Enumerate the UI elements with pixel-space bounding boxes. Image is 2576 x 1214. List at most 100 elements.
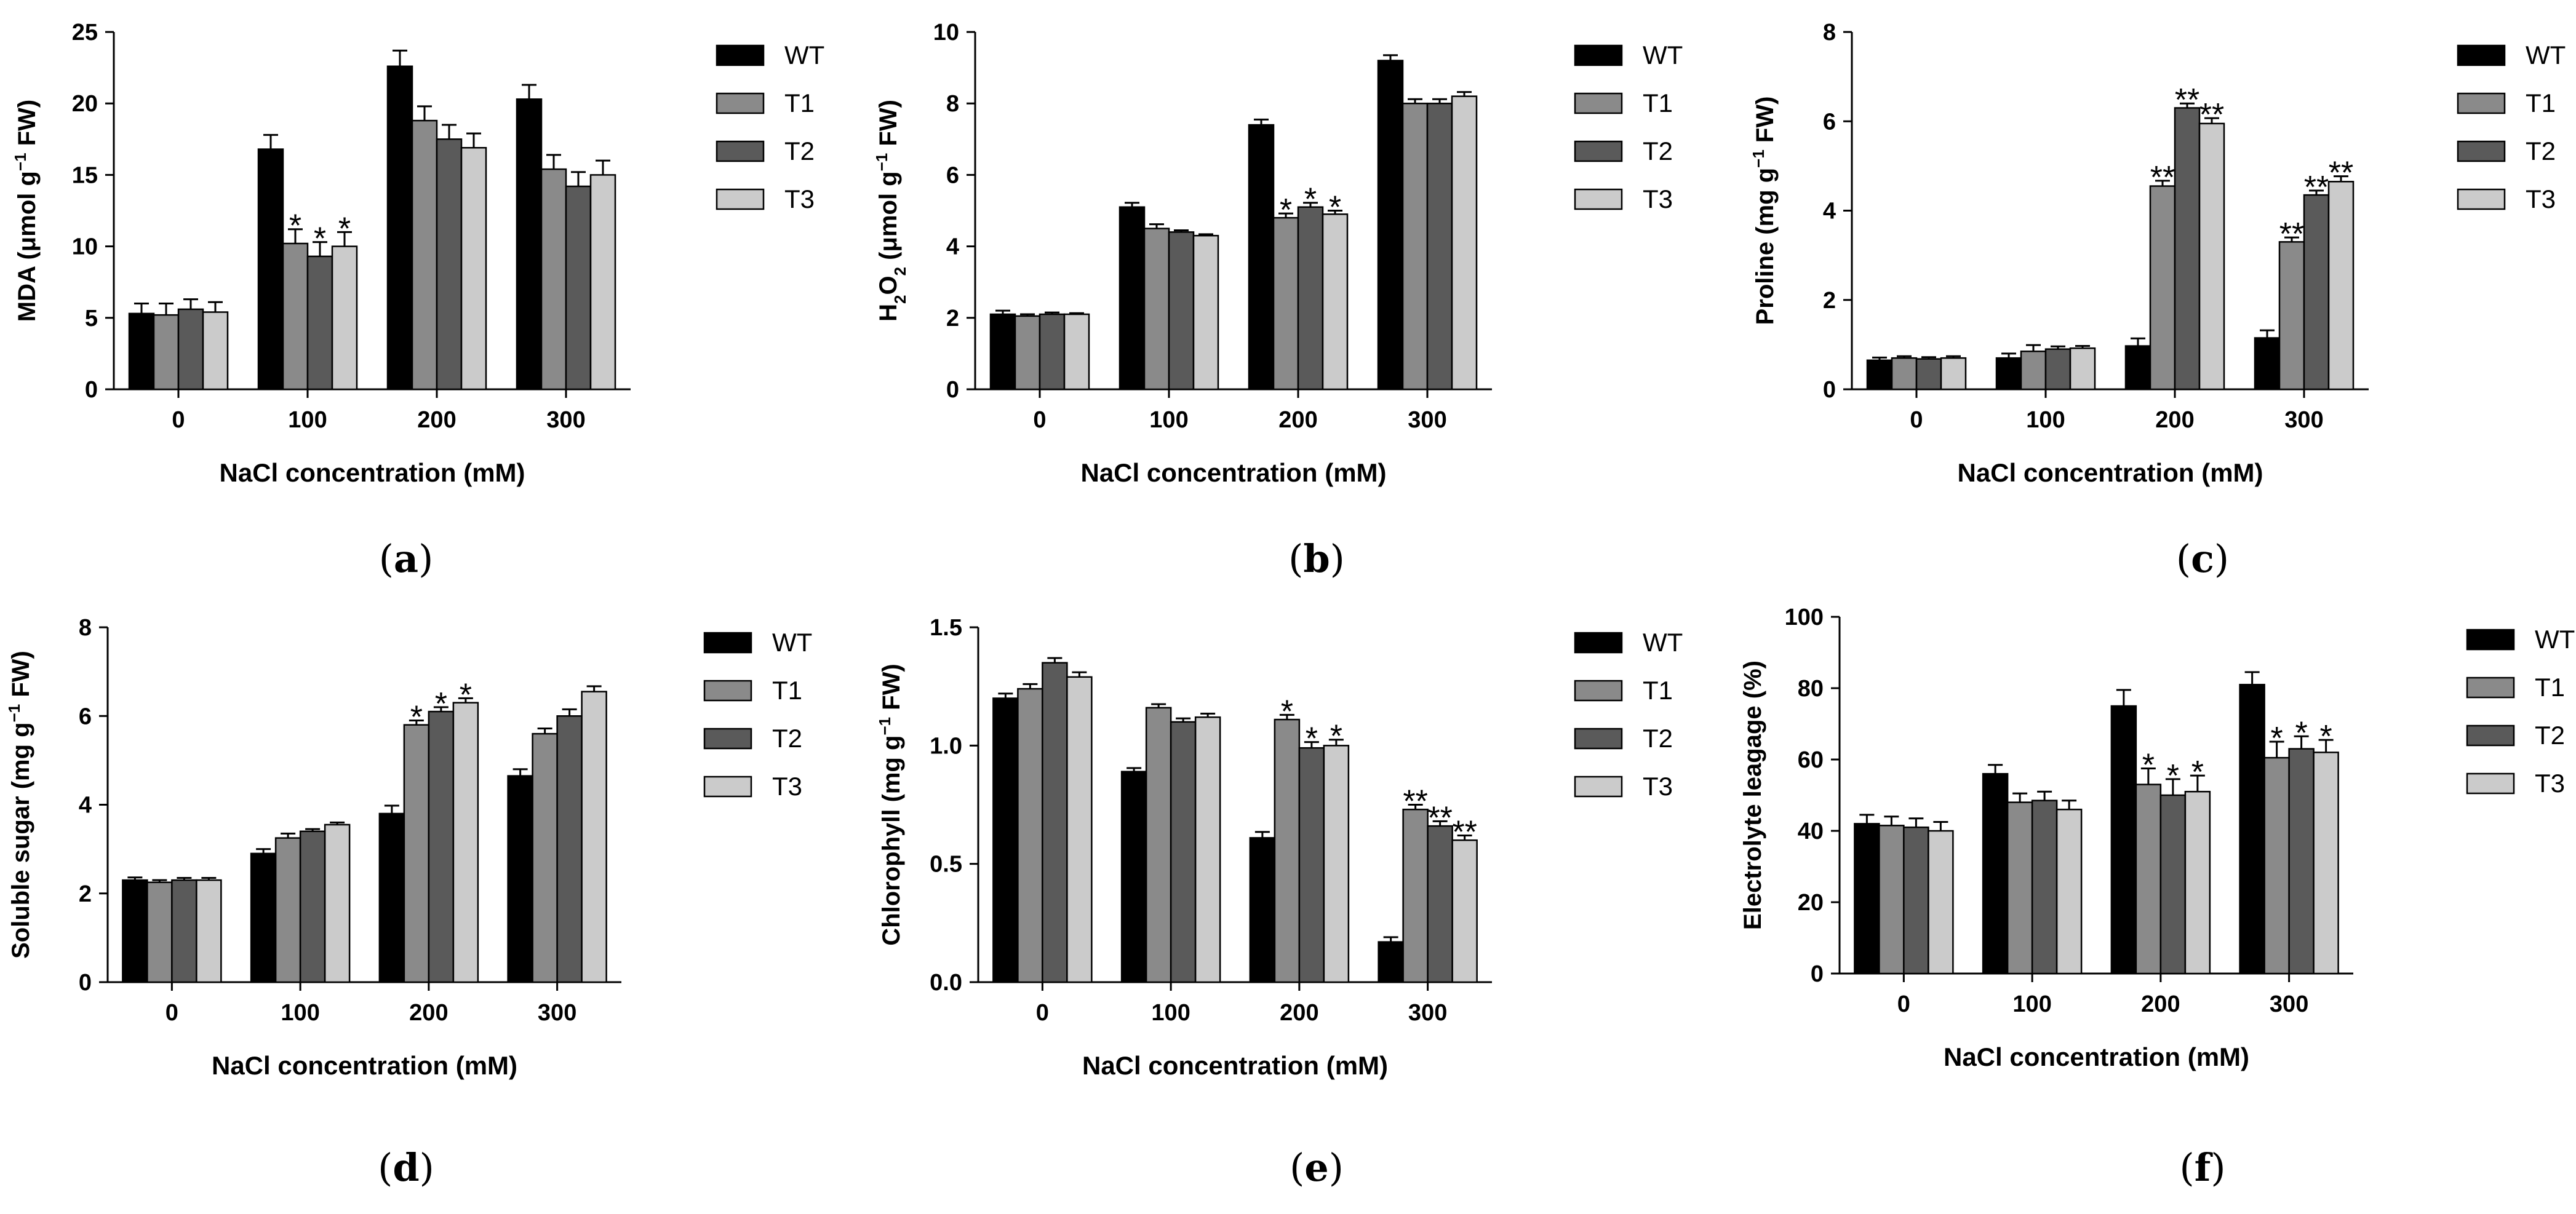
bar-wt-100	[250, 852, 277, 983]
bar-t1-0	[1017, 688, 1043, 983]
x-tick-label: 200	[417, 407, 456, 433]
legend-label: T2	[1643, 724, 1673, 753]
bar-t2-0	[1903, 826, 1929, 975]
bar-t2-200	[2174, 107, 2201, 391]
legend-swatch-t3	[1574, 776, 1623, 798]
legend-label: T2	[1643, 137, 1673, 165]
panel-label: (f)	[2179, 1145, 2225, 1190]
y-axis-title: H2O2 (μmol g−1 FW)	[872, 100, 909, 322]
bar-t1-300	[540, 168, 567, 391]
bar-wt-0	[1866, 359, 1893, 391]
legend-swatch-t3	[716, 188, 765, 210]
significance-star: *	[2271, 721, 2283, 756]
bar-t1-200	[2135, 784, 2162, 975]
y-tick-label: 2	[1823, 288, 1836, 314]
x-tick-label: 0	[1033, 407, 1046, 433]
x-tick-label: 0	[165, 1000, 178, 1026]
bar-t3-0	[1940, 357, 1967, 391]
bar-t2-0	[177, 308, 204, 391]
bar-wt-300	[516, 98, 543, 391]
x-axis-title: NaCl concentration (mM)	[1957, 458, 2263, 487]
legend-swatch-wt	[1574, 632, 1623, 654]
legend: WT T1 T2 T3	[1574, 41, 1683, 213]
y-tick-label: 20	[72, 91, 98, 117]
bar-t2-200	[2159, 794, 2187, 975]
y-tick-label: 8	[79, 615, 92, 641]
bar-wt-200	[2110, 705, 2137, 975]
bar-wt-300	[1377, 60, 1404, 391]
bar-t3-0	[1063, 313, 1090, 391]
x-tick-label: 200	[1280, 1000, 1318, 1026]
legend-label: T2	[784, 137, 815, 165]
significance-star: **	[2304, 170, 2329, 205]
bar-t2-200	[428, 710, 455, 983]
legend-label: T1	[2526, 89, 2556, 117]
significance-star: **	[2150, 160, 2175, 196]
y-axis-title: Soluble sugar (mg g−1 FW)	[5, 651, 34, 959]
legend-label: WT	[772, 628, 812, 657]
significance-star: *	[1329, 190, 1341, 226]
bar-t2-300	[1427, 825, 1453, 983]
x-tick-label: 200	[409, 1000, 448, 1026]
legend-label: T1	[784, 89, 815, 117]
legend-swatch-wt	[703, 632, 752, 654]
legend: WT T1 T2 T3	[703, 628, 812, 801]
bar-t3-100	[331, 245, 358, 391]
panel-label: (c)	[2176, 536, 2229, 581]
bar-t1-200	[1274, 718, 1301, 983]
legend-swatch-wt	[2457, 44, 2506, 66]
bar-t3-300	[2327, 181, 2355, 391]
panel-label: (a)	[379, 536, 434, 581]
significance-star: *	[2295, 715, 2308, 751]
y-axis-title: Chlorophyll (mg g−1 FW)	[875, 664, 905, 945]
bar-t1-100	[282, 242, 309, 391]
y-tick-label: 8	[1823, 20, 1836, 46]
bar-wt-0	[1854, 823, 1880, 975]
bar-t1-300	[1402, 102, 1429, 391]
y-tick-label: 4	[79, 793, 92, 819]
x-tick-label: 300	[2270, 991, 2308, 1017]
legend-label: T3	[2526, 184, 2556, 213]
chart-panel-1: 0 5 10 15 20 25 0 100 200 300 NaCl concentration (…	[11, 20, 824, 581]
bar-wt-300	[507, 775, 533, 983]
x-tick-label: 200	[2141, 991, 2180, 1017]
legend-label: WT	[1643, 41, 1683, 69]
bar-t2-100	[1168, 231, 1195, 391]
y-axis-title: MDA (μmol g−1 FW)	[11, 100, 41, 322]
y-axis-title: Electrolyte leagage (%)	[1739, 661, 1766, 930]
legend-swatch-t2	[716, 140, 765, 162]
legend-swatch-wt	[2466, 629, 2515, 651]
bar-t2-200	[1297, 206, 1324, 391]
bar-t2-100	[2044, 348, 2072, 391]
legend-label: T3	[1643, 184, 1673, 213]
x-tick-label: 300	[1408, 407, 1446, 433]
x-axis-title: NaCl concentration (mM)	[219, 458, 525, 487]
legend-swatch-t3	[703, 776, 752, 798]
bar-t3-300	[1451, 95, 1478, 391]
significance-star: *	[435, 686, 447, 722]
legend-swatch-t2	[2457, 140, 2506, 162]
x-axis-title: NaCl concentration (mM)	[212, 1051, 517, 1080]
legend-label: T1	[772, 676, 802, 705]
bar-wt-200	[1249, 837, 1276, 983]
bar-t1-100	[274, 837, 301, 983]
x-tick-label: 0	[1036, 1000, 1049, 1026]
panel-label: (e)	[1290, 1145, 1344, 1190]
y-axis-title: Proline (mg g−1 FW)	[1749, 97, 1779, 325]
panel-label: (d)	[378, 1145, 434, 1190]
bar-t3-300	[1451, 839, 1478, 983]
y-tick-label: 5	[85, 306, 98, 331]
y-tick-label: 8	[946, 91, 959, 117]
bar-wt-200	[2124, 345, 2151, 391]
x-axis-title: NaCl concentration (mM)	[1082, 1051, 1388, 1080]
legend-swatch-t2	[2466, 724, 2515, 747]
legend-label: WT	[2535, 625, 2575, 654]
bar-t1-100	[2006, 801, 2033, 975]
y-tick-label: 40	[1798, 819, 1824, 844]
legend-label: T2	[2535, 721, 2565, 750]
significance-star: **	[1403, 784, 1427, 820]
bar-t3-0	[202, 311, 229, 391]
bar-wt-100	[1120, 771, 1147, 983]
bar-t1-200	[403, 724, 430, 983]
